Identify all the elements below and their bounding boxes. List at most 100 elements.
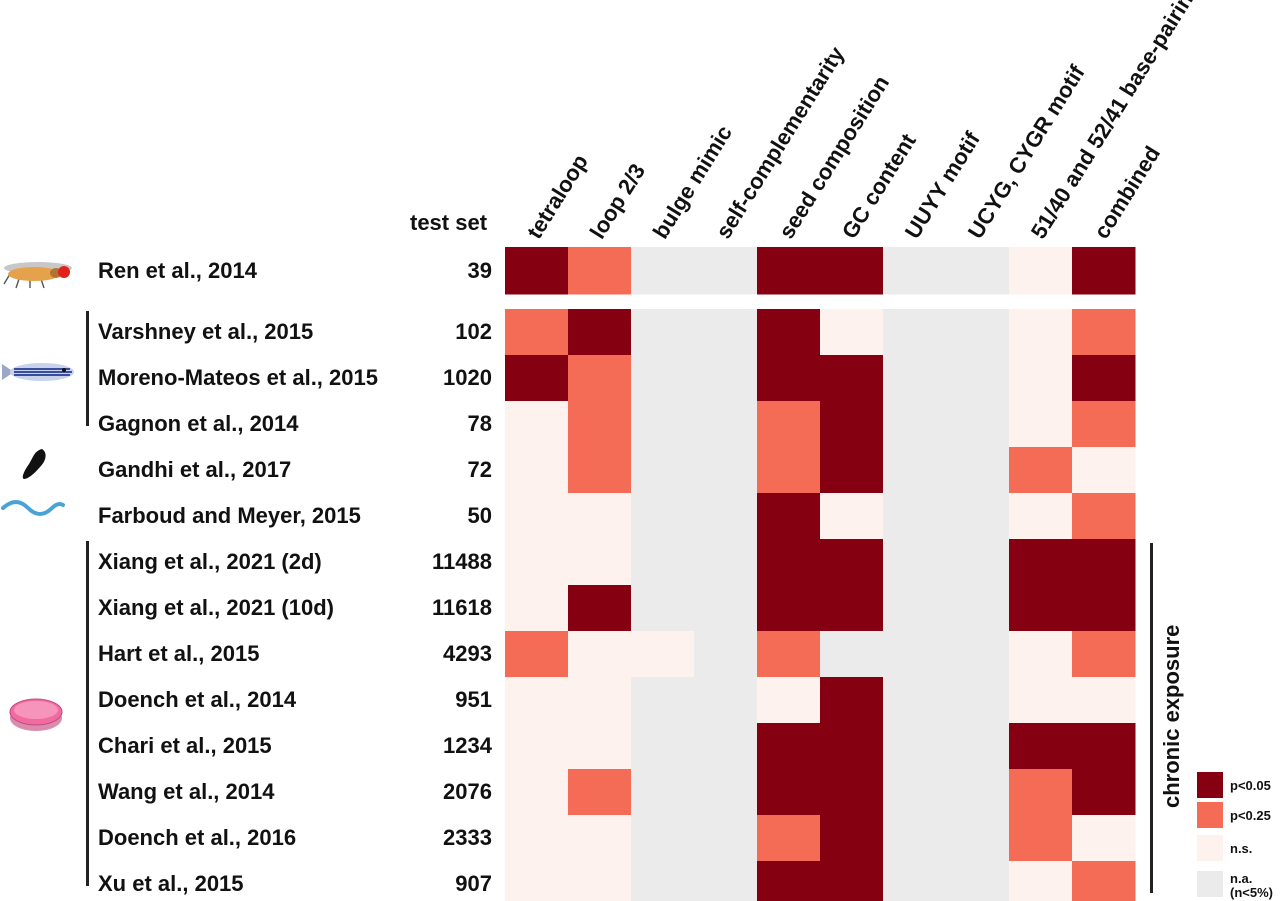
heat-cell: [1009, 309, 1073, 356]
heat-cell: [883, 815, 947, 862]
heat-cell: [568, 585, 632, 632]
heat-cell: [946, 861, 1010, 901]
heat-cell: [820, 815, 884, 862]
row-study-label: Xu et al., 2015: [98, 871, 244, 896]
heat-cell: [631, 447, 695, 494]
heat-cell: [694, 769, 758, 816]
heat-cell: [1009, 585, 1073, 632]
heat-cell: [631, 677, 695, 724]
heat-cell: [568, 247, 632, 295]
heat-cell: [757, 677, 821, 724]
heat-cell: [757, 585, 821, 632]
heat-cell: [820, 447, 884, 494]
heat-cell: [946, 401, 1010, 448]
heat-cell: [505, 309, 569, 356]
heat-cell: [946, 309, 1010, 356]
heat-cell: [694, 677, 758, 724]
heat-cell: [820, 861, 884, 901]
heat-cell: [883, 861, 947, 901]
heat-cell: [1072, 585, 1136, 632]
heat-cell: [1072, 447, 1136, 494]
heat-cell: [883, 493, 947, 540]
heat-cell: [757, 769, 821, 816]
row-test-set-size: 4293: [443, 641, 492, 666]
heat-cell: [757, 723, 821, 770]
heat-cell: [505, 539, 569, 586]
heat-cell: [1072, 309, 1136, 356]
row-test-set-size: 39: [467, 257, 492, 283]
heat-cell: [757, 815, 821, 862]
heat-cell: [946, 677, 1010, 724]
heat-cell: [883, 247, 947, 295]
heat-cell: [1072, 247, 1136, 295]
heat-cell: [1072, 539, 1136, 586]
heat-cell: [505, 447, 569, 494]
heat-cell: [568, 861, 632, 901]
legend-swatch: [1197, 772, 1223, 798]
heat-cell: [820, 723, 884, 770]
heat-cell: [883, 309, 947, 356]
test-set-header: test set: [410, 210, 488, 235]
row-test-set-size: 951: [455, 687, 492, 712]
heat-cell: [568, 539, 632, 586]
planarian-icon: [22, 449, 46, 479]
heat-cell: [946, 585, 1010, 632]
heat-cell: [946, 539, 1010, 586]
heat-cell: [694, 493, 758, 540]
heat-cell: [631, 247, 695, 295]
heat-cell: [694, 401, 758, 448]
heat-cell: [1009, 723, 1073, 770]
row-study-label: Varshney et al., 2015: [98, 319, 314, 344]
heat-cell: [1009, 677, 1073, 724]
heat-cell: [505, 861, 569, 901]
heat-cell: [505, 631, 569, 678]
heat-cell: [568, 631, 632, 678]
heat-cell: [757, 309, 821, 356]
heat-cell: [568, 677, 632, 724]
heat-cell: [631, 815, 695, 862]
chronic-exposure-label: chronic exposure: [1159, 624, 1184, 808]
heat-cell: [757, 631, 821, 678]
cell-culture-group-bracket: [86, 541, 89, 886]
heat-cell: [1072, 493, 1136, 540]
heat-cell: [1072, 631, 1136, 678]
heat-cell: [694, 815, 758, 862]
heat-cell: [568, 723, 632, 770]
row-test-set-size: 11618: [432, 595, 492, 620]
heat-cell: [946, 815, 1010, 862]
heat-cell: [505, 677, 569, 724]
heat-cell: [1072, 355, 1136, 402]
heat-cell: [946, 355, 1010, 402]
heat-cell: [1009, 631, 1073, 678]
heat-cell: [694, 447, 758, 494]
row-test-set-size: 2333: [443, 825, 492, 850]
row-test-set-size: 11488: [432, 549, 492, 574]
heat-cell: [946, 723, 1010, 770]
row-study-label: Gagnon et al., 2014: [98, 411, 299, 436]
legend-swatch: [1197, 871, 1223, 897]
heat-cell: [946, 447, 1010, 494]
zebrafish-icon: [2, 363, 74, 381]
heat-cell: [1072, 769, 1136, 816]
heat-cell: [883, 769, 947, 816]
heat-cell: [1072, 401, 1136, 448]
cell-culture-dish-icon: [9, 698, 63, 731]
heat-cell: [946, 493, 1010, 540]
row-study-label: Ren et al., 2014: [98, 257, 257, 283]
heat-cell: [505, 815, 569, 862]
heat-cell: [946, 631, 1010, 678]
heat-cell: [631, 585, 695, 632]
heat-cell: [568, 355, 632, 402]
heat-cell: [1009, 769, 1073, 816]
heat-cell: [631, 355, 695, 402]
heat-cell: [505, 585, 569, 632]
heat-cell: [1009, 401, 1073, 448]
heat-cell: [1009, 493, 1073, 540]
heat-cell: [631, 539, 695, 586]
heat-cell: [1072, 815, 1136, 862]
heat-cell: [820, 585, 884, 632]
row-test-set-size: 2076: [443, 779, 492, 804]
heat-cell: [820, 493, 884, 540]
